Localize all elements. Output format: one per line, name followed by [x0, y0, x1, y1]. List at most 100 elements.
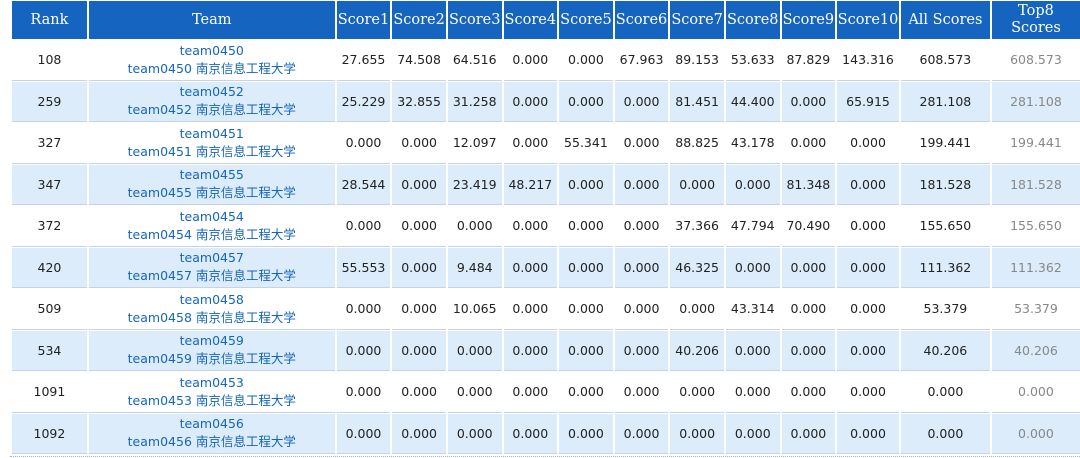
score2-cell: 32.855 — [392, 81, 446, 122]
team-id-link[interactable]: team0455 — [179, 167, 244, 183]
team-cell: team0457 team0457 南京信息工程大学 — [88, 247, 335, 288]
score8-cell: 43.314 — [725, 289, 780, 330]
team-name-link[interactable]: team0453 南京信息工程大学 — [127, 392, 296, 408]
team-id-link[interactable]: team0459 — [179, 333, 244, 349]
score7-cell: 0.000 — [670, 164, 724, 205]
score6-cell: 0.000 — [614, 330, 669, 371]
score4-cell: 0.000 — [503, 40, 558, 81]
score6-cell: 0.000 — [614, 289, 669, 330]
all-scores-cell: 53.379 — [900, 289, 990, 330]
score3-cell: 10.065 — [447, 289, 502, 330]
score9-cell: 0.000 — [781, 372, 836, 413]
score9-cell: 70.490 — [781, 206, 836, 247]
team-cell: team0453 team0453 南京信息工程大学 — [88, 372, 335, 413]
score7-cell: 81.451 — [670, 81, 724, 122]
top8-scores-cell: 281.108 — [991, 81, 1080, 122]
column-header-score9[interactable]: Score9 — [781, 1, 836, 39]
team-name-link[interactable]: team0459 南京信息工程大学 — [127, 351, 296, 367]
team-name-link[interactable]: team0455 南京信息工程大学 — [127, 185, 296, 201]
team-name-link[interactable]: team0454 南京信息工程大学 — [127, 226, 296, 242]
score6-cell: 67.963 — [614, 40, 669, 81]
team-id-link[interactable]: team0456 — [179, 416, 244, 432]
score7-cell: 0.000 — [670, 289, 724, 330]
score1-cell: 28.544 — [336, 164, 391, 205]
score9-cell: 0.000 — [781, 413, 836, 454]
team-cell: team0456 team0456 南京信息工程大学 — [88, 413, 335, 454]
score1-cell: 0.000 — [336, 289, 391, 330]
score1-cell: 0.000 — [336, 413, 391, 454]
column-header-score5[interactable]: Score5 — [559, 1, 613, 39]
column-header-score4[interactable]: Score4 — [503, 1, 558, 39]
score1-cell: 25.229 — [336, 81, 391, 122]
column-header-all-scores[interactable]: All Scores — [900, 1, 990, 39]
score2-cell: 0.000 — [392, 330, 446, 371]
score3-cell: 64.516 — [447, 40, 502, 81]
column-header-score1[interactable]: Score1 — [336, 1, 391, 39]
score8-cell: 0.000 — [725, 413, 780, 454]
rank-cell: 1091 — [12, 372, 87, 413]
score9-cell: 0.000 — [781, 81, 836, 122]
team-cell: team0454 team0454 南京信息工程大学 — [88, 206, 335, 247]
score4-cell: 0.000 — [503, 413, 558, 454]
table-header: Rank Team Score1 Score2 Score3 Score4 Score5 Sc… — [12, 1, 1080, 39]
column-header-top8-scores[interactable]: Top8 Scores — [991, 1, 1080, 39]
score8-cell: 44.400 — [725, 81, 780, 122]
column-header-team[interactable]: Team — [88, 1, 335, 39]
score8-cell: 0.000 — [725, 164, 780, 205]
score2-cell: 0.000 — [392, 413, 446, 454]
table-row: 327 team0451 team0451 南京信息工程大学 0.000 0.000 12… — [12, 123, 1080, 164]
column-header-score6[interactable]: Score6 — [614, 1, 669, 39]
score4-cell: 0.000 — [503, 247, 558, 288]
column-header-score10[interactable]: Score10 — [837, 1, 899, 39]
top8-scores-cell: 40.206 — [991, 330, 1080, 371]
team-name-link[interactable]: team0450 南京信息工程大学 — [127, 60, 296, 76]
team-id-link[interactable]: team0458 — [179, 291, 244, 307]
table-row: 534 team0459 team0459 南京信息工程大学 0.000 0.000 0.… — [12, 330, 1080, 371]
column-header-score3[interactable]: Score3 — [447, 1, 502, 39]
team-id-link[interactable]: team0453 — [179, 374, 244, 390]
score7-cell: 88.825 — [670, 123, 724, 164]
rank-cell: 108 — [12, 40, 87, 81]
score5-cell: 0.000 — [559, 247, 613, 288]
table-row: 372 team0454 team0454 南京信息工程大学 0.000 0.000 0.… — [12, 206, 1080, 247]
rank-cell: 420 — [12, 247, 87, 288]
score3-cell: 9.484 — [447, 247, 502, 288]
score3-cell: 0.000 — [447, 206, 502, 247]
team-cell: team0455 team0455 南京信息工程大学 — [88, 164, 335, 205]
all-scores-cell: 40.206 — [900, 330, 990, 371]
team-id-link[interactable]: team0452 — [179, 84, 244, 100]
rank-cell: 509 — [12, 289, 87, 330]
team-name-link[interactable]: team0456 南京信息工程大学 — [127, 434, 296, 450]
score4-cell: 0.000 — [503, 206, 558, 247]
team-id-link[interactable]: team0450 — [179, 42, 244, 58]
column-header-score7[interactable]: Score7 — [670, 1, 724, 39]
top8-scores-cell: 608.573 — [991, 40, 1080, 81]
score2-cell: 0.000 — [392, 289, 446, 330]
score4-cell: 0.000 — [503, 289, 558, 330]
score9-cell: 0.000 — [781, 123, 836, 164]
top8-scores-cell: 155.650 — [991, 206, 1080, 247]
score6-cell: 0.000 — [614, 81, 669, 122]
column-header-score8[interactable]: Score8 — [725, 1, 780, 39]
column-header-rank[interactable]: Rank — [12, 1, 87, 39]
team-name-link[interactable]: team0451 南京信息工程大学 — [127, 143, 296, 159]
table-row: 259 team0452 team0452 南京信息工程大学 25.229 32.855… — [12, 81, 1080, 122]
team-name-link[interactable]: team0458 南京信息工程大学 — [127, 309, 296, 325]
score3-cell: 0.000 — [447, 413, 502, 454]
team-cell: team0451 team0451 南京信息工程大学 — [88, 123, 335, 164]
score10-cell: 0.000 — [837, 413, 899, 454]
team-name-link[interactable]: team0452 南京信息工程大学 — [127, 102, 296, 118]
team-id-link[interactable]: team0454 — [179, 208, 244, 224]
team-name-link[interactable]: team0457 南京信息工程大学 — [127, 268, 296, 284]
score4-cell: 0.000 — [503, 81, 558, 122]
score8-cell: 0.000 — [725, 247, 780, 288]
column-header-score2[interactable]: Score2 — [392, 1, 446, 39]
score7-cell: 40.206 — [670, 330, 724, 371]
table-row: 347 team0455 team0455 南京信息工程大学 28.544 0.000 2… — [12, 164, 1080, 205]
team-id-link[interactable]: team0451 — [179, 125, 244, 141]
top8-scores-cell: 181.528 — [991, 164, 1080, 205]
score9-cell: 81.348 — [781, 164, 836, 205]
team-id-link[interactable]: team0457 — [179, 250, 244, 266]
score1-cell: 0.000 — [336, 206, 391, 247]
